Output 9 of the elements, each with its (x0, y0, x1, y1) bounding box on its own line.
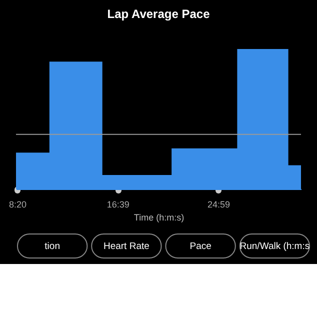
text: Pace (190, 241, 212, 252)
x-tick-label: 16:39 (106, 200, 130, 210)
text: tion (44, 241, 60, 252)
x-axis-title: Time (h:m:s) (134, 212, 184, 222)
text: Heart Rate (103, 241, 150, 252)
text: Run/Walk (h:m:s (240, 241, 310, 252)
chart-title: Lap Average Pace (107, 7, 210, 21)
x-tick-label: 24:59 (208, 200, 230, 210)
x-tick-label: 8:20 (8, 200, 26, 210)
